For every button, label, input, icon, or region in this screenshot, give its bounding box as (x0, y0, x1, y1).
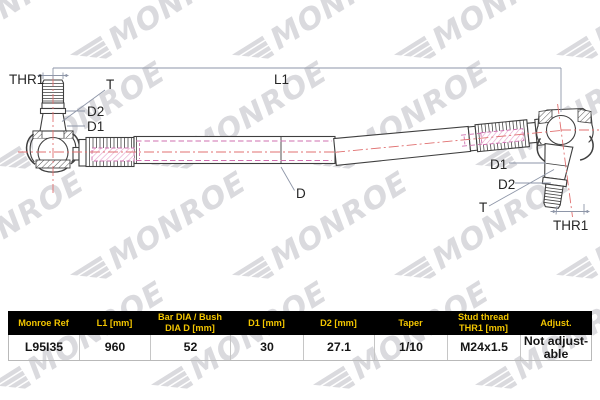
label-thr1-right: THR1 (553, 218, 588, 233)
label-thr1-left: THR1 (9, 72, 44, 87)
col-header-d2: D2 [mm] (320, 317, 357, 328)
spec-table: Monroe Ref L1 [mm] Bar DIA / Bush DIA D … (8, 311, 592, 361)
monroe-wing-icon (474, 365, 518, 389)
monroe-watermark: MONROE (0, 55, 172, 189)
cell-stud-thread: M24x1.5 (448, 335, 521, 360)
monroe-wing-icon (69, 35, 113, 59)
col-header-adjust: Adjust. (540, 317, 572, 328)
monroe-watermark: MONROE (148, 275, 334, 400)
monroe-wing-icon (231, 255, 275, 279)
label-l1: L1 (274, 72, 289, 87)
label-d1-left: D1 (87, 119, 104, 134)
monroe-wing-icon (231, 35, 275, 59)
t-right-leader (488, 169, 555, 207)
label-d2-right: D2 (498, 177, 515, 192)
monroe-wing-icon (0, 365, 32, 389)
monroe-watermark: MONROE (229, 165, 415, 299)
monroe-wing-icon (555, 35, 599, 59)
monroe-watermark: MONROE (553, 165, 600, 299)
monroe-watermark: MONROE (472, 275, 600, 400)
label-d1-right: D1 (490, 157, 507, 172)
monroe-wing-icon (393, 255, 437, 279)
cell-d2: 27.1 (304, 335, 375, 360)
label-t-left: T (106, 77, 114, 92)
cell-bar-dia: 52 (151, 335, 231, 360)
cell-taper: 1/10 (375, 335, 448, 360)
t-left-leader (61, 89, 106, 122)
col-header-bar-dia: Bar DIA / Bush DIA D [mm] (158, 312, 222, 333)
label-t-right: T (479, 200, 487, 215)
spec-table-header: Monroe Ref L1 [mm] Bar DIA / Bush DIA D … (8, 311, 592, 335)
technical-drawing: THR1 T D2 D1 L1 D D1 D2 T THR1 (9, 67, 599, 233)
monroe-wing-icon (393, 35, 437, 59)
cell-l1: 960 (80, 335, 151, 360)
right-stud-taper (544, 142, 574, 181)
monroe-watermark: MONROE (0, 275, 172, 400)
cell-adjust: Not adjust-able (523, 333, 589, 361)
monroe-wing-icon (150, 365, 194, 389)
spec-table-row: L95I35 960 52 30 27.1 1/10 M24x1.5 Not a… (8, 333, 592, 361)
monroe-wing-icon (0, 145, 32, 169)
monroe-watermark: MONROE (229, 0, 415, 79)
col-header-stud-thread: Stud thread THR1 [mm] (457, 312, 510, 333)
col-header-monroe-ref: Monroe Ref (18, 317, 69, 328)
cell-monroe-ref: L95I35 (9, 335, 80, 360)
right-stud-thread (543, 183, 564, 209)
label-d2-left: D2 (87, 104, 104, 119)
monroe-watermark: MONROE (391, 0, 577, 79)
cell-d1: 30 (231, 335, 304, 360)
monroe-watermark: MONROE (553, 0, 600, 79)
monroe-watermark: MONROE (67, 165, 253, 299)
col-header-taper: Taper (398, 317, 423, 328)
hidden-bar-lines (91, 128, 525, 162)
dimension-lines (37, 67, 590, 215)
right-clip (579, 135, 594, 161)
col-header-l1: L1 [mm] (96, 317, 133, 328)
monroe-watermark: MONROE (391, 165, 577, 299)
monroe-watermark: MONROE (310, 275, 496, 400)
col-header-d1: D1 [mm] (248, 317, 285, 328)
centerlines (18, 76, 599, 218)
monroe-watermark: MONROE (67, 0, 253, 79)
monroe-wing-icon (69, 255, 113, 279)
label-d: D (296, 186, 306, 201)
d-leader (280, 166, 295, 191)
monroe-wing-icon (312, 365, 356, 389)
left-clip (25, 133, 36, 165)
monroe-wing-icon (555, 255, 599, 279)
